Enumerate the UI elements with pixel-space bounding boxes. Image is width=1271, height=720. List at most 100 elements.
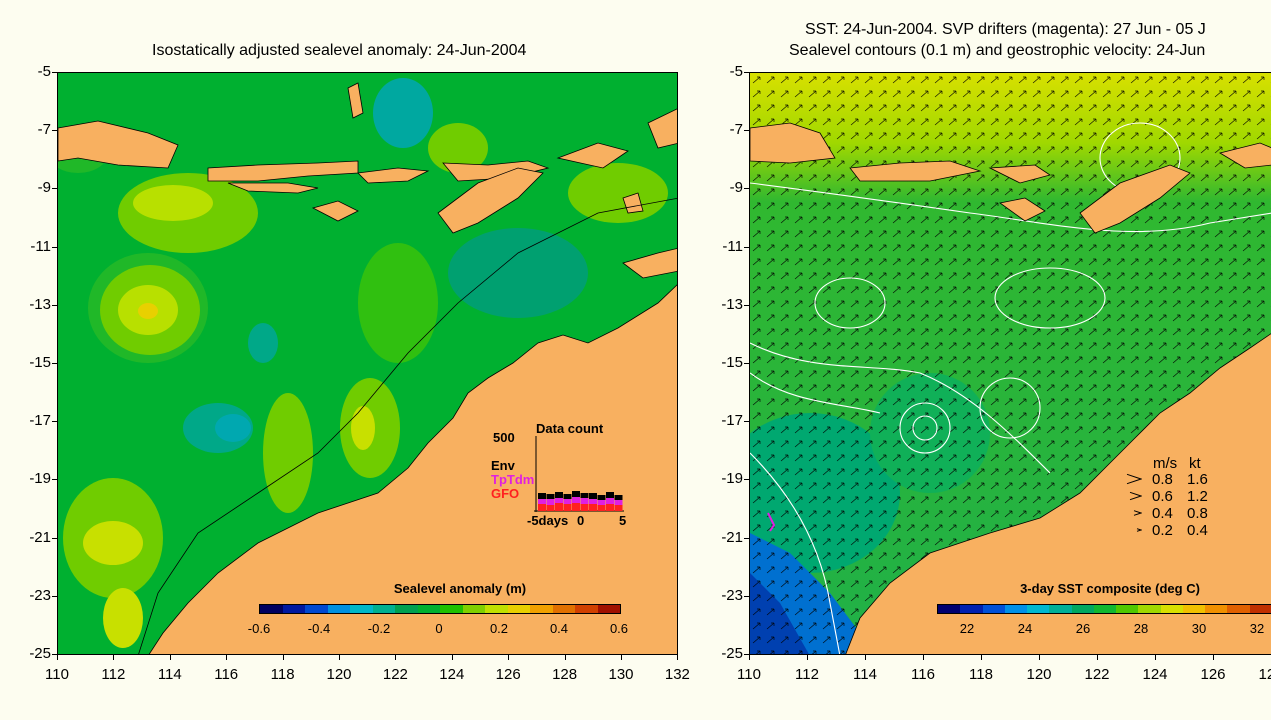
right-colorbar-label: 28	[1133, 621, 1149, 636]
velocity-arrow-icon	[1136, 523, 1143, 540]
data-count-title: Data count	[536, 421, 604, 436]
right-colorbar-segment	[1004, 605, 1028, 613]
source-gfo: GFO	[491, 486, 520, 501]
left-y-tick: -17	[29, 412, 51, 430]
right-y-tick: -11	[722, 237, 743, 255]
left-y-tickmark	[52, 537, 57, 539]
left-x-tickmark	[677, 655, 679, 660]
right-y-tickmark	[744, 304, 749, 306]
data-count-bar	[546, 505, 555, 511]
right-colorbar-segment	[1227, 605, 1250, 613]
left-colorbar-segment	[417, 605, 440, 613]
data-count-bar	[572, 491, 580, 497]
data-count-bar	[614, 495, 623, 500]
left-x-tick: 110	[45, 666, 69, 683]
left-colorbar-segment	[462, 605, 485, 613]
right-x-tickmark	[1155, 655, 1156, 660]
data-count-chart	[534, 436, 624, 512]
left-x-tickmark	[451, 655, 453, 660]
velocity-header-kt: kt	[1189, 455, 1201, 472]
left-x-tick: 128	[552, 666, 578, 683]
right-x-tick: 120	[1026, 666, 1052, 683]
left-colorbar-label: 0.2	[489, 621, 509, 636]
left-x-tickmark	[226, 655, 228, 660]
velocity-ms-value: 0.4	[1152, 505, 1173, 522]
left-colorbar-label: 0	[435, 621, 443, 636]
velocity-kt-value: 1.2	[1187, 488, 1208, 505]
right-colorbar-label: 22	[959, 621, 975, 636]
velocity-header-ms: m/s	[1153, 455, 1178, 472]
right-x-tickmark	[865, 655, 866, 660]
right-colorbar-segment	[1160, 605, 1183, 613]
right-colorbar-segment	[1071, 605, 1094, 613]
left-colorbar-segment	[305, 605, 328, 613]
right-y-tickmark	[744, 188, 749, 190]
left-y-tick: -15	[29, 354, 51, 371]
data-count-bar	[589, 499, 597, 504]
right-y-tickmark	[744, 246, 749, 248]
left-y-tick: -7	[37, 121, 51, 139]
velocity-ms-value: 0.8	[1152, 471, 1173, 488]
left-y-tickmark	[52, 479, 57, 481]
left-colorbar-segment	[530, 605, 553, 613]
right-colorbar-segment	[938, 605, 961, 613]
left-x-tick: 118	[270, 666, 295, 683]
left-colorbar-segment	[372, 605, 395, 613]
left-x-tick: 132	[664, 666, 690, 683]
left-colorbar-segment	[507, 605, 530, 613]
left-colorbar-label: 0.4	[549, 621, 569, 636]
right-colorbar-segment	[982, 605, 1005, 613]
left-panel-title: Isostatically adjusted sealevel anomaly:…	[152, 42, 527, 59]
left-x-tick: 124	[439, 666, 465, 683]
left-x-tick: 112	[101, 666, 126, 683]
source-tptdm: TpTdm	[491, 472, 535, 487]
right-colorbar-segment	[960, 605, 983, 613]
velocity-kt-value: 1.6	[1187, 471, 1208, 488]
data-count-bar	[546, 494, 555, 499]
right-colorbar-segment	[1138, 605, 1161, 613]
right-x-tickmark	[749, 655, 750, 660]
left-x-tickmark	[282, 655, 284, 660]
left-colorbar-title: Sealevel anomaly (m)	[393, 581, 527, 596]
left-y-tickmark	[52, 72, 57, 73]
data-count-x-start: -5days	[527, 513, 569, 528]
left-y-tick: -19	[29, 470, 51, 488]
data-count-x-zero: 0	[577, 513, 585, 528]
left-y-tickmark	[52, 654, 57, 655]
right-y-tickmark	[744, 72, 749, 73]
left-y-tickmark	[52, 421, 57, 423]
right-y-tick: -17	[721, 412, 743, 430]
right-y-tick: -19	[721, 470, 743, 488]
left-y-tickmark	[52, 130, 57, 132]
right-y-tick: -23	[721, 586, 743, 604]
source-env: Env	[491, 458, 515, 473]
data-count-bar	[589, 493, 597, 499]
left-colorbar-segment	[440, 605, 463, 613]
data-count-bar	[546, 499, 555, 505]
right-x-tick: 126	[1200, 666, 1226, 683]
right-colorbar-segment	[1093, 605, 1117, 613]
right-x-tickmark	[1213, 655, 1214, 660]
right-x-tick: 112	[795, 666, 819, 683]
data-count-scale: 500	[493, 430, 515, 445]
right-x-tick: 124	[1142, 666, 1168, 683]
right-colorbar-segment	[1049, 605, 1072, 613]
right-colorbar-segment	[1182, 605, 1206, 613]
data-count-bar	[580, 498, 589, 504]
right-y-tick: -21	[721, 528, 743, 546]
data-count-bar	[572, 503, 580, 511]
left-colorbar-segment	[395, 605, 418, 613]
data-count-bar	[538, 493, 546, 499]
right-colorbar-segment	[1205, 605, 1228, 613]
right-y-tickmark	[744, 130, 749, 132]
left-y-tick: -9	[37, 179, 51, 197]
right-colorbar-label: 24	[1017, 621, 1033, 636]
left-colorbar-segment	[485, 605, 508, 613]
velocity-ms-value: 0.6	[1152, 488, 1173, 505]
data-count-bar	[580, 493, 589, 498]
velocity-ms-value: 0.2	[1152, 522, 1173, 539]
left-y-tick: -23	[29, 586, 51, 604]
left-colorbar-segment	[552, 605, 575, 613]
sst-map-graphic	[750, 73, 1271, 654]
data-count-bar	[563, 494, 572, 499]
